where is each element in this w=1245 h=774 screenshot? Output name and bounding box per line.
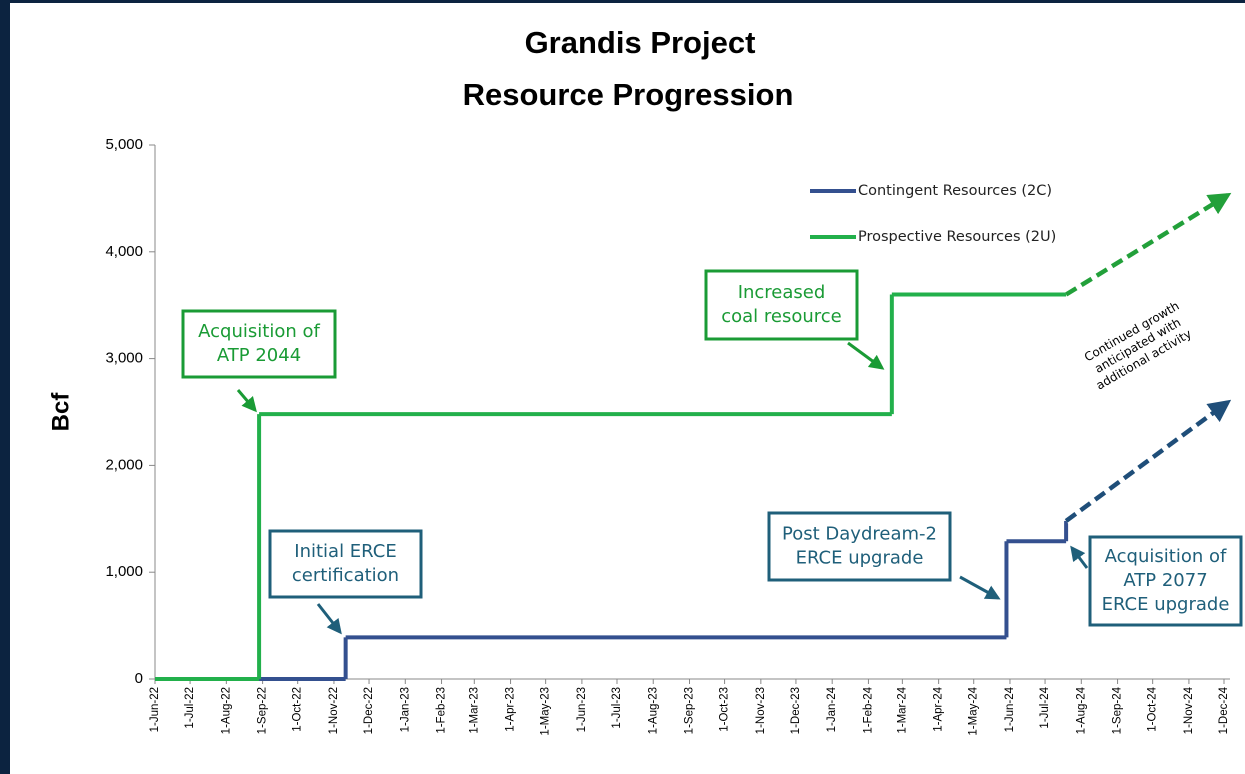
annotation-arrow	[1070, 545, 1089, 569]
x-tick-label: 1-Nov-22	[328, 687, 340, 734]
chart-title: Resource Progression	[463, 77, 794, 112]
annotation-box	[181, 309, 337, 379]
annotation-arrow	[316, 603, 342, 635]
x-tick-label: 1-Jun-24	[1004, 686, 1016, 732]
y-tick-label: 1,000	[105, 563, 143, 580]
x-tick-label: 1-May-23	[540, 687, 552, 736]
x-tick-label: 1-Feb-24	[862, 686, 874, 733]
annotation-arrow	[847, 341, 885, 370]
annotation-box	[767, 511, 952, 582]
annotation-text: ATP 2044	[217, 345, 301, 366]
x-tick-label: 1-Apr-24	[933, 686, 945, 731]
x-tick-label: 1-Mar-24	[896, 686, 908, 733]
annotation-text: coal resource	[721, 306, 842, 327]
annotation-text: Increased	[738, 282, 826, 303]
annotation-text: ERCE upgrade	[1102, 594, 1230, 615]
projection-arrow	[1064, 399, 1232, 523]
x-tick-label: 1-Dec-24	[1218, 686, 1230, 734]
x-tick-label: 1-Jun-22	[149, 687, 161, 732]
x-tick-label: 1-Aug-22	[220, 687, 232, 734]
x-tick-label: 1-Oct-23	[719, 687, 731, 732]
x-tick-label: 1-Apr-23	[505, 687, 517, 732]
annotation-text: certification	[292, 565, 399, 586]
annotation-text: Acquisition of	[198, 321, 320, 342]
annotation-text: ATP 2077	[1123, 570, 1207, 591]
annotation-text: Acquisition of	[1105, 546, 1227, 567]
x-tick-label: 1-Jan-23	[399, 687, 411, 732]
x-tick-label: 1-Aug-24	[1075, 686, 1087, 734]
background	[10, 3, 1245, 774]
x-tick-label: 1-Jul-23	[611, 687, 623, 729]
x-tick-label: 1-Oct-24	[1147, 686, 1159, 731]
x-tick-label: 1-Feb-23	[436, 687, 448, 734]
annotation-text: Post Daydream-2	[782, 524, 937, 545]
y-tick-label: 2,000	[105, 456, 143, 473]
x-tick-label: 1-Nov-24	[1183, 686, 1195, 734]
x-tick-label: 1-Jul-24	[1039, 686, 1051, 728]
y-axis-label: Bcf	[47, 392, 74, 432]
x-tick-label: 1-Jun-23	[576, 687, 588, 732]
x-tick-label: 1-Oct-22	[292, 687, 304, 732]
annotation-box	[704, 269, 859, 341]
annotation-text: ERCE upgrade	[796, 548, 924, 569]
legend-label: Prospective Resources (2U)	[858, 229, 1056, 245]
x-tick-label: 1-Sep-24	[1112, 686, 1124, 734]
x-tick-label: 1-Aug-23	[647, 687, 659, 734]
annotation-box	[268, 529, 423, 599]
x-tick-label: 1-Dec-22	[363, 687, 375, 734]
legend-label: Contingent Resources (2C)	[858, 183, 1052, 199]
projection-arrow	[1064, 192, 1232, 297]
x-tick-label: 1-Dec-23	[790, 687, 802, 734]
x-tick-label: 1-Jan-24	[826, 686, 838, 732]
annotation-box	[1088, 535, 1243, 627]
x-tick-label: 1-May-24	[968, 686, 980, 735]
x-tick-label: 1-Nov-23	[755, 687, 767, 734]
y-tick-label: 5,000	[105, 136, 143, 153]
chart-title: Grandis Project	[525, 25, 756, 60]
x-tick-label: 1-Mar-23	[468, 687, 480, 734]
y-tick-label: 0	[135, 670, 143, 687]
annotation-text: Initial ERCE	[294, 541, 396, 562]
x-tick-label: 1-Sep-23	[684, 687, 696, 734]
x-tick-label: 1-Jul-22	[184, 687, 196, 729]
annotation-arrow	[236, 389, 257, 413]
y-tick-label: 4,000	[105, 243, 143, 260]
x-tick-label: 1-Sep-22	[257, 687, 269, 734]
y-tick-label: 3,000	[105, 350, 143, 367]
annotation-arrow	[959, 575, 1001, 600]
